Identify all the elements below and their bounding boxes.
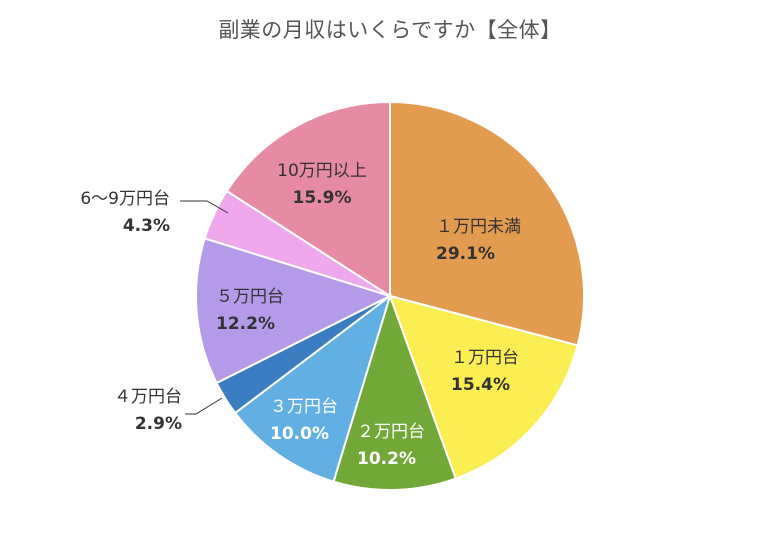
slice-label-2man: ２万円台 10.2%: [357, 422, 425, 469]
slice-label-5man: ５万円台 12.2%: [216, 287, 284, 334]
slice-label-under-1man: １万円未満 29.1%: [436, 217, 521, 264]
slice-label-over-10man: 10万円以上 15.9%: [277, 161, 367, 208]
pie-slice: [388, 294, 579, 480]
chart-title: 副業の月収はいくらですか【全体】: [218, 18, 562, 42]
pie-slice: [195, 237, 393, 385]
leader-line-4man: [185, 397, 223, 415]
pie-slice: [233, 293, 392, 483]
pie-slices: [195, 100, 585, 491]
slice-label-3man: ３万円台 10.0%: [270, 397, 338, 444]
leader-line-6-9man: [180, 200, 229, 214]
pie-slice: [389, 100, 585, 347]
pie-slice: [225, 100, 391, 298]
slice-label-4man: ４万円台 2.9%: [114, 387, 182, 434]
pie-slice: [332, 292, 457, 491]
slice-label-6-9man: 6〜9万円台 4.3%: [80, 189, 170, 236]
slice-label-1man: １万円台 15.4%: [451, 348, 519, 395]
